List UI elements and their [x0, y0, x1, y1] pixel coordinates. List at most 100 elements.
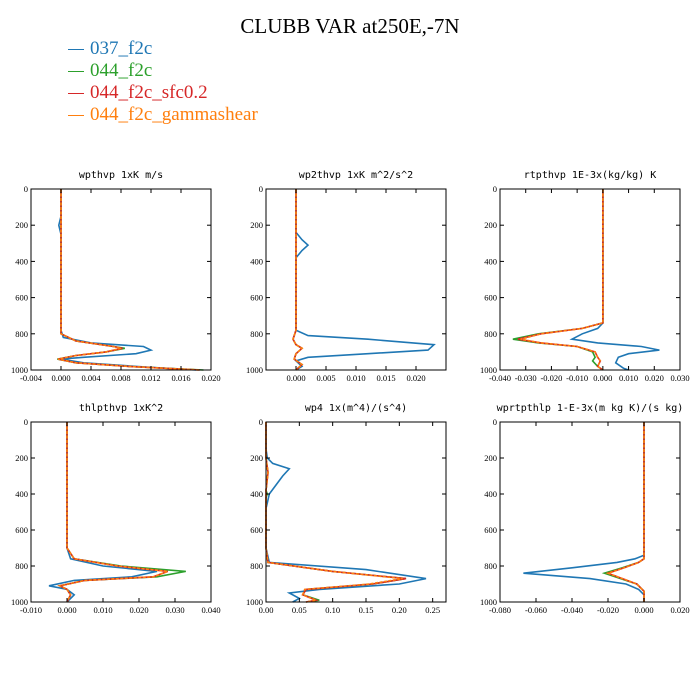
x-tick-label: -0.040 [561, 605, 583, 615]
series-line-044-f2c-sfc0-2 [57, 189, 200, 371]
y-tick-label: 400 [250, 256, 263, 266]
y-tick-label: 400 [15, 256, 28, 266]
x-tick-label: -0.080 [489, 605, 511, 615]
panel-5: wp4 1x(m^4)/(s^4) 0.00 0.05 0.10 0.15 0.20 0.2… [246, 403, 447, 615]
legend-label: 044_f2c [90, 60, 153, 81]
x-tick-label: -0.020 [597, 605, 619, 615]
legend: 037_f2c 044_f2c 044_f2c_sfc0.2 044_f2c_g… [68, 38, 258, 126]
series-line-037-f2c [265, 422, 427, 603]
series-line-044-f2c [57, 189, 204, 371]
series-line-037-f2c [57, 189, 197, 371]
series-line-037-f2c [569, 189, 660, 371]
series-line-044-f2c-gammashear [265, 422, 403, 603]
panel-title: wpthvp 1xK m/s [79, 170, 163, 181]
x-tick-label: 0.010 [619, 373, 638, 383]
y-tick-label: 800 [250, 561, 263, 571]
panel-2: wp2thvp 1xK m^2/s^2 0.000 0.005 0.010 0.015 0… [246, 170, 447, 383]
legend-item-037-f2c: 037_f2c [68, 38, 258, 60]
y-tick-label: 600 [484, 525, 497, 535]
x-tick-label: 0.030 [670, 373, 689, 383]
y-tick-label: 400 [484, 489, 497, 499]
x-tick-label: 0.005 [316, 373, 335, 383]
x-tick-label: 0.010 [93, 605, 112, 615]
series-line-044-f2c-gammashear [605, 422, 645, 602]
y-tick-label: 1000 [246, 365, 263, 375]
y-tick-label: 600 [250, 293, 263, 303]
legend-label: 037_f2c [90, 38, 153, 59]
legend-swatch [68, 115, 84, 117]
series-line-037-f2c [523, 422, 645, 602]
series-line-044-f2c-sfc0-2 [57, 422, 169, 603]
series-line-044-f2c [57, 422, 186, 603]
legend-label: 044_f2c_gammashear [90, 104, 258, 125]
panel-title: thlpthvp 1xK^2 [79, 403, 163, 414]
series-line-037-f2c [48, 422, 158, 603]
y-tick-label: 0 [493, 417, 497, 427]
y-tick-label: 400 [15, 489, 28, 499]
y-tick-label: 0 [493, 184, 497, 194]
y-tick-label: 400 [250, 489, 263, 499]
panel-1: wpthvp 1xK m/s -0.004 0.000 0.004 0.008 0.012… [11, 170, 221, 383]
y-tick-label: 200 [15, 453, 28, 463]
series-line-044-f2c-gammashear [57, 189, 200, 371]
x-tick-label: -0.020 [540, 373, 562, 383]
x-tick-label: 0.004 [81, 373, 101, 383]
x-tick-label: 0.000 [634, 605, 653, 615]
series-line-044-f2c-sfc0-2 [517, 189, 604, 371]
panel-4: thlpthvp 1xK^2 -0.010 0.000 0.010 0.020 0.030… [11, 403, 221, 615]
y-tick-label: 200 [484, 220, 497, 230]
y-tick-label: 600 [250, 525, 263, 535]
y-tick-label: 1000 [11, 365, 28, 375]
x-tick-label: 0.00 [259, 605, 274, 615]
x-tick-label: 0.05 [292, 605, 307, 615]
x-tick-label: 0.020 [670, 605, 689, 615]
x-tick-label: 0.15 [359, 605, 374, 615]
x-tick-label: 0.000 [593, 373, 612, 383]
y-tick-label: 800 [484, 329, 497, 339]
panel-6: wprtpthlp 1-E-3x(m kg K)/(s kg) -0.080 -0.… [480, 403, 690, 615]
panel-title: rtpthvp 1E-3x(kg/kg) K [524, 170, 656, 181]
x-tick-label: 0.25 [425, 605, 440, 615]
y-tick-label: 1000 [11, 597, 28, 607]
y-tick-label: 1000 [480, 597, 497, 607]
x-tick-label: 0.015 [376, 373, 395, 383]
y-tick-label: 0 [24, 184, 28, 194]
x-tick-label: -0.030 [515, 373, 537, 383]
plot-frame [499, 421, 681, 603]
x-tick-label: -0.004 [20, 373, 43, 383]
y-tick-label: 1000 [246, 597, 263, 607]
panel-3: rtpthvp 1E-3x(kg/kg) K -0.040 -0.030 -0.020… [480, 170, 690, 383]
y-tick-label: 600 [484, 293, 497, 303]
panel-title: wp4 1x(m^4)/(s^4) [305, 403, 407, 414]
x-tick-label: -0.010 [20, 605, 42, 615]
series-line-044-f2c-sfc0-2 [265, 422, 407, 603]
x-tick-label: 0.000 [286, 373, 305, 383]
legend-label: 044_f2c_sfc0.2 [90, 82, 208, 103]
y-tick-label: 800 [250, 329, 263, 339]
y-tick-label: 0 [259, 417, 263, 427]
y-tick-label: 200 [250, 220, 263, 230]
y-tick-label: 800 [484, 561, 497, 571]
series-line-044-f2c-gammashear [520, 189, 604, 371]
plot-frame [30, 188, 212, 371]
series-line-044-f2c [512, 189, 604, 371]
series-line-044-f2c-gammashear [292, 189, 304, 371]
series-line-044-f2c-gammashear [57, 422, 169, 603]
x-tick-label: 0.020 [201, 373, 220, 383]
y-tick-label: 200 [15, 220, 28, 230]
x-tick-label: 0.030 [165, 605, 184, 615]
panel-title: wprtpthlp 1-E-3x(m kg K)/(s kg) [497, 403, 684, 414]
y-tick-label: 600 [15, 293, 28, 303]
plot-frame [265, 421, 447, 603]
legend-item-044-f2c-gammashear: 044_f2c_gammashear [68, 104, 258, 126]
x-tick-label: 0.010 [346, 373, 365, 383]
y-tick-label: 0 [24, 417, 28, 427]
plot-frame [499, 188, 681, 371]
x-tick-label: 0.020 [406, 373, 425, 383]
legend-swatch [68, 93, 84, 95]
x-tick-label: 0.20 [392, 605, 407, 615]
y-tick-label: 800 [15, 561, 28, 571]
x-tick-label: -0.040 [489, 373, 511, 383]
x-tick-label: 0.020 [645, 373, 664, 383]
